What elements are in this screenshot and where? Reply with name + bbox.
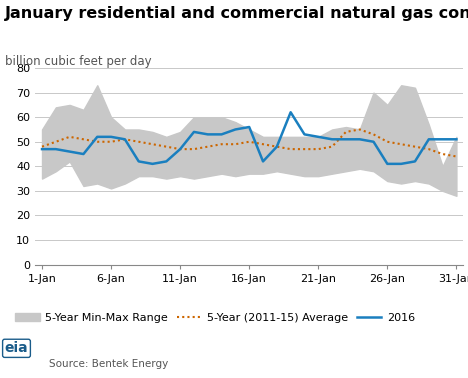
- Text: Source: Bentek Energy: Source: Bentek Energy: [49, 359, 168, 369]
- Text: January residential and commercial natural gas consumption: January residential and commercial natur…: [5, 6, 468, 21]
- Text: eia: eia: [5, 341, 28, 355]
- Text: billion cubic feet per day: billion cubic feet per day: [5, 55, 151, 68]
- Legend: 5-Year Min-Max Range, 5-Year (2011-15) Average, 2016: 5-Year Min-Max Range, 5-Year (2011-15) A…: [11, 308, 419, 327]
